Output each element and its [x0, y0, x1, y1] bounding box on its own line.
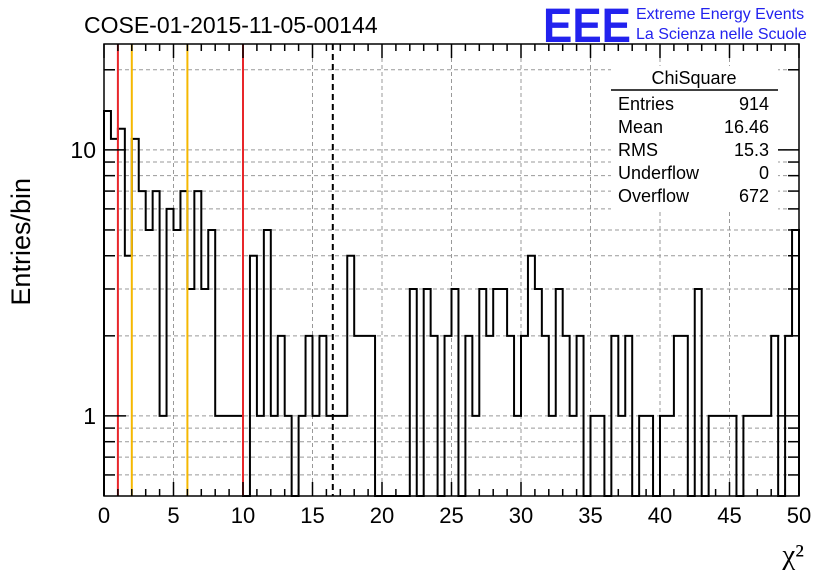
- stats-label-overflow: Overflow: [618, 186, 690, 206]
- eee-logo: EEE Extreme Energy Events La Scienza nel…: [543, 0, 807, 53]
- x-axis-title: χ²: [781, 539, 804, 571]
- x-tick-label: 30: [509, 503, 533, 528]
- axes: [103, 43, 800, 497]
- x-tick-label: 15: [300, 503, 324, 528]
- stats-label-underflow: Underflow: [618, 163, 700, 183]
- x-tick-label: 25: [439, 503, 463, 528]
- stats-value-rms: 15.3: [734, 140, 769, 160]
- x-tick-label: 0: [98, 503, 110, 528]
- y-axis-title: Entries/bin: [6, 178, 36, 306]
- histogram-outline: [103, 109, 800, 497]
- x-tick-label: 5: [167, 503, 179, 528]
- x-tick-label: 50: [787, 503, 811, 528]
- x-tick-label: 10: [231, 503, 255, 528]
- x-tick-label: 45: [717, 503, 741, 528]
- x-tick-label: 20: [370, 503, 394, 528]
- y-tick-label: 1: [83, 403, 96, 429]
- stats-label-rms: RMS: [618, 140, 658, 160]
- stats-label-mean: Mean: [618, 117, 663, 137]
- stats-label-entries: Entries: [618, 94, 674, 114]
- stats-box: ChiSquare Entries 914 Mean 16.46 RMS 15.…: [611, 66, 778, 212]
- logo-line-1: Extreme Energy Events: [636, 6, 804, 23]
- chart-title: COSE-01-2015-11-05-00144: [84, 12, 378, 38]
- x-tick-label: 35: [578, 503, 602, 528]
- histogram: [103, 109, 800, 497]
- stats-value-entries: 914: [739, 94, 769, 114]
- stats-value-overflow: 672: [739, 186, 769, 206]
- y-tick-label: 10: [70, 137, 96, 163]
- grid: [104, 44, 799, 496]
- x-tick-label: 40: [648, 503, 672, 528]
- tick-labels: 0 5 10 15 20 25 30 35 40 45 50 1 10: [70, 137, 811, 528]
- stats-title: ChiSquare: [651, 68, 736, 88]
- marker-lines: [116, 44, 334, 496]
- logo-line-2: La Scienza nelle Scuole: [636, 26, 807, 43]
- stats-value-underflow: 0: [759, 163, 769, 183]
- stats-value-mean: 16.46: [724, 117, 769, 137]
